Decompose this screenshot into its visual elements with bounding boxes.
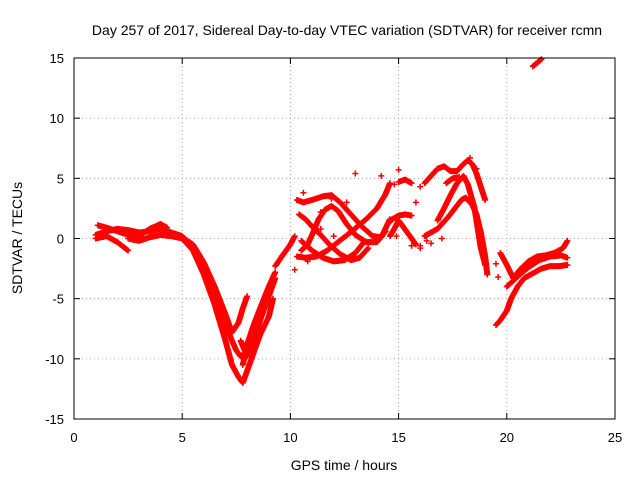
data-point [428,240,435,247]
y-tick-label: -15 [45,412,64,427]
data-point [365,245,372,252]
data-point [386,180,393,187]
data-point [538,56,545,63]
data-point [417,245,424,252]
data-point [328,195,335,202]
data-point [125,247,132,254]
x-axis-title: GPS time / hours [291,457,398,473]
y-tick-label: 0 [57,232,64,247]
data-point [408,212,415,219]
data-point [393,233,400,240]
x-tick-label: 10 [283,430,297,445]
y-tick-label: 15 [50,51,64,66]
data-point [378,172,385,179]
data-point [438,235,445,242]
data-point [164,224,171,231]
x-tick-label: 0 [70,430,77,445]
data-point [564,261,571,268]
data-point [352,170,359,177]
data-point [482,261,489,268]
axis-ticks [73,57,616,420]
data-point [391,181,398,188]
data-point [317,225,324,232]
data-point [564,254,571,261]
chart-title: Day 257 of 2017, Sidereal Day-to-day VTE… [92,22,602,38]
data-point [244,293,251,300]
x-tick-labels: 0 5 10 15 20 25 [70,430,622,445]
data-point [456,174,463,181]
data-point [291,266,298,273]
data-point [412,241,419,248]
y-tick-label: -10 [45,352,64,367]
y-axis-title: SDTVAR / TECUs [9,182,25,294]
data-point [272,269,279,276]
data-point [484,271,491,278]
x-tick-label: 20 [500,430,514,445]
data-point [304,258,311,265]
data-point [417,183,424,190]
data-point [364,246,371,253]
data-point [395,166,402,173]
data-point [272,275,279,282]
y-tick-labels: -15 -10 -5 0 5 10 15 [45,51,64,427]
data-point [408,242,415,249]
data-point [467,154,474,161]
data-point [482,196,489,203]
data-point [317,209,324,216]
y-tick-label: 5 [57,171,64,186]
data-point [423,237,430,244]
data-point [330,233,337,240]
data-point [300,189,307,196]
data-point [564,237,571,244]
data-point [270,295,277,302]
y-tick-label: -5 [52,292,64,307]
data-point [360,239,367,246]
data-point [412,199,419,206]
data-point [257,326,264,333]
data-point [473,165,480,172]
data-point [408,180,415,187]
data-series [92,56,571,386]
x-tick-label: 25 [608,430,622,445]
data-point [495,274,502,281]
data-point [492,260,499,267]
x-tick-label: 15 [391,430,405,445]
data-point [291,233,298,240]
data-point [343,199,350,206]
x-tick-label: 5 [179,430,186,445]
y-tick-label: 10 [50,111,64,126]
